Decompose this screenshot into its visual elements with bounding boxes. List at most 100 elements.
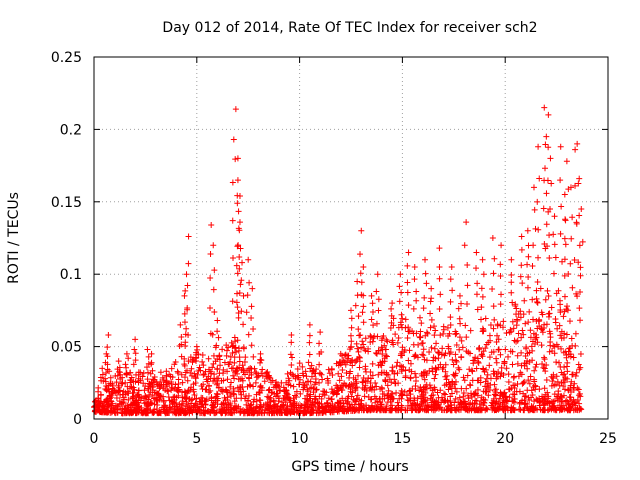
data-point xyxy=(431,345,438,352)
data-point xyxy=(355,326,362,333)
data-point xyxy=(460,393,467,400)
data-point xyxy=(176,403,183,410)
data-point xyxy=(490,270,497,277)
data-point xyxy=(468,367,475,374)
data-point xyxy=(413,288,420,295)
data-point xyxy=(329,409,336,416)
data-point xyxy=(407,375,414,382)
data-point xyxy=(550,374,557,381)
data-point xyxy=(164,408,171,415)
data-point xyxy=(184,282,191,289)
data-point xyxy=(543,133,550,140)
data-point xyxy=(429,365,436,372)
data-point xyxy=(160,406,167,413)
data-point xyxy=(423,381,430,388)
data-point xyxy=(534,299,541,306)
data-point xyxy=(405,249,412,256)
data-point xyxy=(519,280,526,287)
data-point xyxy=(423,370,430,377)
data-point xyxy=(475,377,482,384)
data-point xyxy=(95,384,102,391)
data-point xyxy=(478,285,485,292)
data-point xyxy=(421,356,428,363)
data-point xyxy=(557,309,564,316)
data-point xyxy=(540,205,547,212)
y-tick-label: 0.2 xyxy=(60,122,82,138)
data-point xyxy=(406,347,413,354)
data-point xyxy=(464,282,471,289)
data-point xyxy=(495,346,502,353)
data-point xyxy=(573,369,580,376)
data-point xyxy=(521,297,528,304)
data-point xyxy=(333,388,340,395)
data-point xyxy=(216,353,223,360)
data-point xyxy=(420,372,427,379)
data-point xyxy=(236,358,243,365)
data-point xyxy=(172,381,179,388)
data-point xyxy=(513,388,520,395)
data-point xyxy=(405,397,412,404)
data-point xyxy=(548,382,555,389)
data-point xyxy=(513,322,520,329)
data-point xyxy=(449,356,456,363)
data-point xyxy=(375,296,382,303)
data-point xyxy=(518,233,525,240)
data-point xyxy=(461,242,468,249)
data-point xyxy=(133,410,140,417)
data-point xyxy=(212,399,219,406)
data-point xyxy=(287,351,294,358)
data-point xyxy=(325,366,332,373)
data-point xyxy=(561,191,568,198)
data-point xyxy=(473,365,480,372)
data-point xyxy=(558,335,565,342)
data-point xyxy=(423,329,430,336)
data-point xyxy=(207,274,214,281)
data-point xyxy=(193,395,200,402)
x-tick-label: 15 xyxy=(393,431,411,447)
data-point xyxy=(520,379,527,386)
data-point xyxy=(471,357,478,364)
data-point xyxy=(549,348,556,355)
data-point xyxy=(149,392,156,399)
data-point xyxy=(266,374,273,381)
data-point xyxy=(467,327,474,334)
data-point xyxy=(185,260,192,267)
data-point xyxy=(257,397,264,404)
data-point xyxy=(413,407,420,414)
data-point xyxy=(569,401,576,408)
data-point xyxy=(316,379,323,386)
data-point xyxy=(499,399,506,406)
data-point xyxy=(416,387,423,394)
data-point xyxy=(464,261,471,268)
data-point xyxy=(306,332,313,339)
data-point xyxy=(313,366,320,373)
data-point xyxy=(525,274,532,281)
data-point xyxy=(367,339,374,346)
data-point xyxy=(225,344,232,351)
data-point xyxy=(552,254,559,261)
data-point xyxy=(532,364,539,371)
data-point xyxy=(99,365,106,372)
data-point xyxy=(405,302,412,309)
data-point xyxy=(372,380,379,387)
data-point xyxy=(246,279,253,286)
data-point xyxy=(507,326,514,333)
data-point xyxy=(541,354,548,361)
data-point xyxy=(119,410,126,417)
data-point xyxy=(569,214,576,221)
data-point xyxy=(409,401,416,408)
data-point xyxy=(518,349,525,356)
data-point xyxy=(264,399,271,406)
data-point xyxy=(564,307,571,314)
data-point xyxy=(344,358,351,365)
data-point xyxy=(316,408,323,415)
data-point xyxy=(523,345,530,352)
data-point xyxy=(553,359,560,366)
data-point xyxy=(489,285,496,292)
data-point xyxy=(524,227,531,234)
data-point xyxy=(514,360,521,367)
data-point xyxy=(154,390,161,397)
data-point xyxy=(387,398,394,405)
data-point xyxy=(445,345,452,352)
data-point xyxy=(384,392,391,399)
